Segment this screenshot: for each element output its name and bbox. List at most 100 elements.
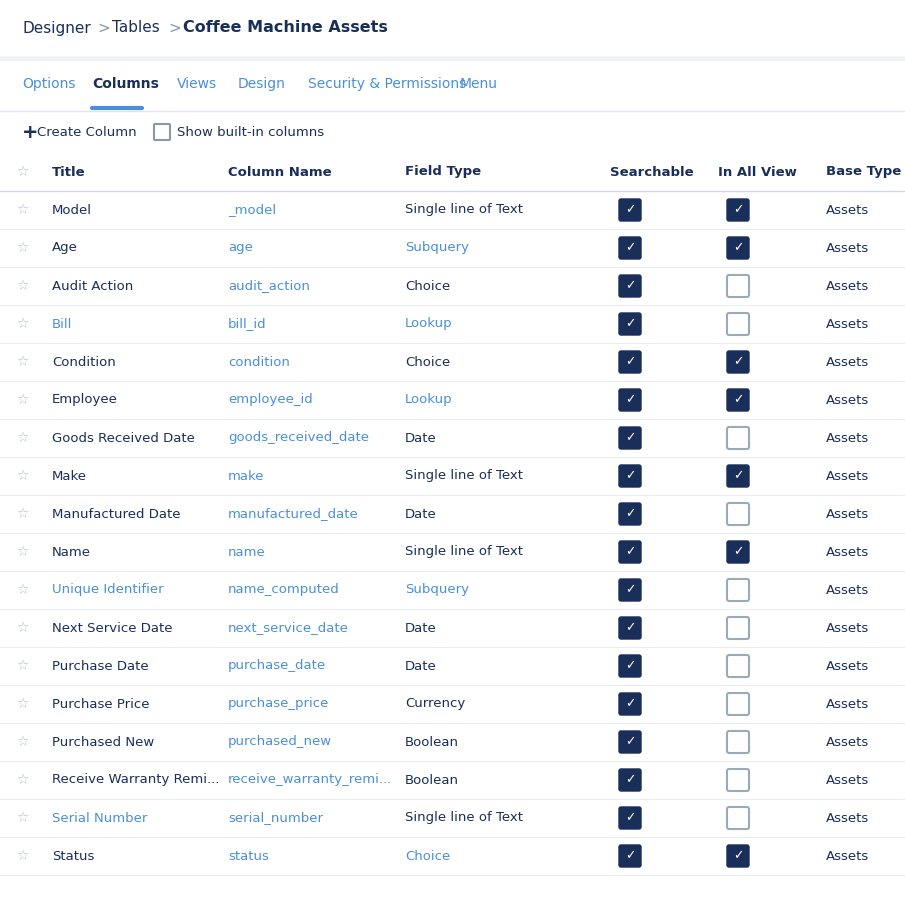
Text: >: >	[97, 21, 110, 35]
Text: Assets: Assets	[826, 774, 869, 786]
Text: Field Type: Field Type	[405, 166, 481, 178]
FancyBboxPatch shape	[619, 731, 641, 753]
Text: ✓: ✓	[624, 431, 635, 444]
FancyBboxPatch shape	[619, 465, 641, 487]
Text: Status: Status	[52, 850, 94, 863]
FancyBboxPatch shape	[727, 617, 749, 639]
FancyBboxPatch shape	[727, 351, 749, 373]
Text: Create Column: Create Column	[37, 126, 137, 138]
Text: Columns: Columns	[92, 77, 159, 91]
FancyBboxPatch shape	[619, 541, 641, 563]
Text: >: >	[168, 21, 181, 35]
Text: Next Service Date: Next Service Date	[52, 622, 173, 634]
Text: Name: Name	[52, 545, 91, 559]
Text: receive_warranty_remi...: receive_warranty_remi...	[228, 774, 392, 786]
FancyBboxPatch shape	[619, 617, 641, 639]
Text: ✓: ✓	[624, 508, 635, 521]
Text: Views: Views	[177, 77, 217, 91]
Text: _model: _model	[228, 204, 276, 217]
Text: ☆: ☆	[15, 393, 28, 407]
FancyBboxPatch shape	[0, 0, 905, 57]
Text: status: status	[228, 850, 269, 863]
Text: ✓: ✓	[733, 393, 743, 407]
Text: Tables: Tables	[112, 21, 160, 35]
FancyBboxPatch shape	[0, 57, 905, 61]
Text: Purchased New: Purchased New	[52, 735, 154, 749]
FancyBboxPatch shape	[727, 313, 749, 335]
Text: Coffee Machine Assets: Coffee Machine Assets	[183, 21, 388, 35]
Text: ☆: ☆	[15, 773, 28, 787]
FancyBboxPatch shape	[619, 693, 641, 715]
Text: Make: Make	[52, 470, 87, 482]
Text: Subquery: Subquery	[405, 241, 469, 255]
Text: ✓: ✓	[733, 545, 743, 559]
Text: Purchase Price: Purchase Price	[52, 697, 149, 711]
Text: ✓: ✓	[733, 470, 743, 482]
Text: ☆: ☆	[15, 621, 28, 635]
Text: ✓: ✓	[624, 279, 635, 292]
FancyBboxPatch shape	[619, 655, 641, 677]
FancyBboxPatch shape	[619, 769, 641, 791]
Text: ✓: ✓	[624, 318, 635, 330]
Text: ✓: ✓	[733, 356, 743, 369]
Text: Lookup: Lookup	[405, 393, 452, 407]
FancyBboxPatch shape	[727, 389, 749, 411]
Text: Employee: Employee	[52, 393, 118, 407]
Text: Assets: Assets	[826, 850, 869, 863]
Text: name: name	[228, 545, 266, 559]
Text: ✓: ✓	[624, 204, 635, 217]
Text: audit_action: audit_action	[228, 279, 310, 292]
FancyBboxPatch shape	[727, 237, 749, 259]
Text: ✓: ✓	[624, 660, 635, 672]
Text: ✓: ✓	[624, 393, 635, 407]
Text: Assets: Assets	[826, 508, 869, 521]
Text: Assets: Assets	[826, 697, 869, 711]
Text: Title: Title	[52, 166, 86, 178]
Text: bill_id: bill_id	[228, 318, 267, 330]
Text: ☆: ☆	[15, 241, 28, 255]
FancyBboxPatch shape	[727, 731, 749, 753]
Text: Purchase Date: Purchase Date	[52, 660, 148, 672]
Text: ☆: ☆	[15, 697, 28, 711]
Text: Assets: Assets	[826, 279, 869, 292]
Text: Choice: Choice	[405, 356, 451, 369]
FancyBboxPatch shape	[619, 313, 641, 335]
Text: ✓: ✓	[624, 356, 635, 369]
Text: ☆: ☆	[15, 203, 28, 217]
Text: Model: Model	[52, 204, 92, 217]
Text: ✓: ✓	[733, 850, 743, 863]
Text: age: age	[228, 241, 252, 255]
Text: Menu: Menu	[460, 77, 498, 91]
FancyBboxPatch shape	[0, 57, 905, 910]
Text: ☆: ☆	[15, 545, 28, 559]
Text: ☆: ☆	[15, 279, 28, 293]
Text: ✓: ✓	[624, 812, 635, 824]
Text: Searchable: Searchable	[610, 166, 693, 178]
Text: ✓: ✓	[733, 204, 743, 217]
Text: ✓: ✓	[624, 545, 635, 559]
Text: Unique Identifier: Unique Identifier	[52, 583, 164, 596]
Text: Receive Warranty Remi...: Receive Warranty Remi...	[52, 774, 219, 786]
Text: condition: condition	[228, 356, 290, 369]
FancyBboxPatch shape	[727, 541, 749, 563]
FancyBboxPatch shape	[727, 427, 749, 449]
Text: Assets: Assets	[826, 356, 869, 369]
Text: Date: Date	[405, 508, 437, 521]
Text: name_computed: name_computed	[228, 583, 339, 596]
Text: ☆: ☆	[15, 735, 28, 749]
Text: ✓: ✓	[624, 622, 635, 634]
Text: serial_number: serial_number	[228, 812, 323, 824]
Text: purchase_price: purchase_price	[228, 697, 329, 711]
FancyBboxPatch shape	[727, 693, 749, 715]
FancyBboxPatch shape	[154, 124, 170, 140]
Text: Assets: Assets	[826, 393, 869, 407]
Text: Designer: Designer	[22, 21, 91, 35]
Text: Assets: Assets	[826, 241, 869, 255]
FancyBboxPatch shape	[727, 465, 749, 487]
Text: Date: Date	[405, 660, 437, 672]
FancyBboxPatch shape	[727, 579, 749, 601]
Text: Options: Options	[22, 77, 75, 91]
Text: Assets: Assets	[826, 660, 869, 672]
Text: ✓: ✓	[624, 735, 635, 749]
Text: Single line of Text: Single line of Text	[405, 812, 523, 824]
